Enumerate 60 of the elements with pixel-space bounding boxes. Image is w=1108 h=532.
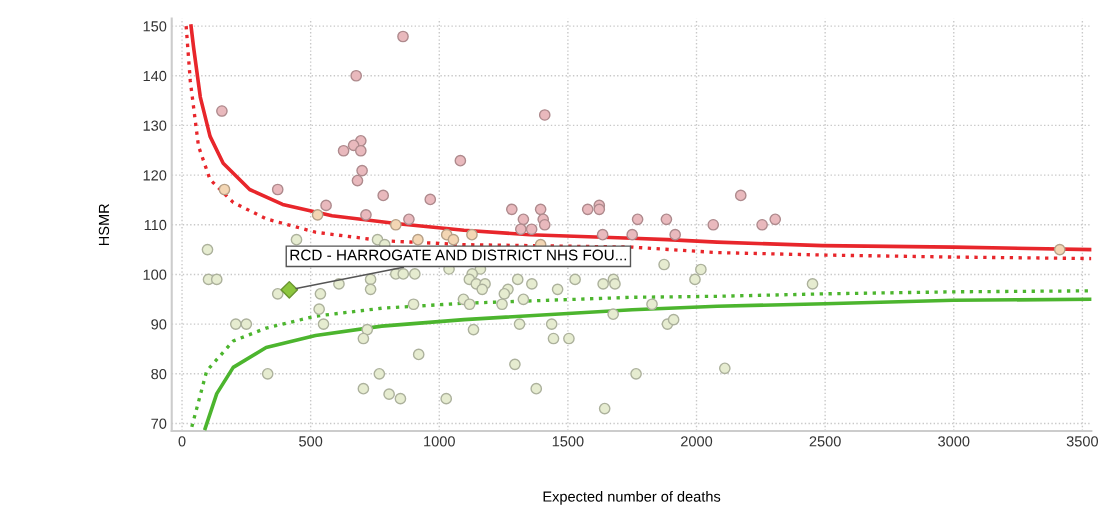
point — [669, 228, 682, 241]
point — [596, 228, 609, 241]
point — [389, 218, 402, 231]
y-tick-label: 120 — [143, 170, 167, 181]
point — [631, 213, 644, 226]
point — [1053, 243, 1066, 256]
point — [397, 30, 409, 43]
x-tick-label: 2000 — [681, 436, 713, 447]
x-tick-label: 500 — [299, 436, 323, 447]
x-tick-label: 1500 — [552, 436, 584, 447]
x-tick-label: 1000 — [424, 436, 455, 447]
x-tick-label: 0 — [178, 436, 186, 447]
y-tick-label: 80 — [151, 368, 167, 380]
point — [517, 213, 530, 226]
point — [412, 233, 424, 246]
x-tick-label: 3000 — [938, 436, 970, 447]
point — [403, 213, 415, 226]
point — [216, 105, 228, 117]
y-tick-label: 150 — [143, 21, 167, 32]
y-tick-label: 70 — [151, 418, 167, 429]
point — [360, 208, 372, 221]
y-tick-label: 130 — [143, 120, 167, 131]
point — [218, 183, 231, 196]
point — [734, 189, 747, 202]
point — [626, 228, 639, 241]
x-tick-label: 2500 — [809, 436, 841, 447]
point — [271, 183, 284, 196]
point — [447, 233, 460, 246]
point — [337, 144, 350, 157]
point — [351, 174, 364, 187]
point — [311, 208, 324, 221]
point — [593, 203, 606, 216]
point — [769, 213, 782, 226]
point — [514, 223, 527, 236]
point — [581, 203, 594, 216]
y-tick-label: 140 — [143, 70, 167, 82]
y-tick-label: 100 — [143, 269, 167, 280]
y-tick-label: 110 — [144, 219, 167, 231]
y-tick-label: 90 — [151, 319, 167, 330]
y-axis-title: HSMR — [98, 203, 110, 246]
point — [280, 280, 299, 299]
x-axis-title: Expected number of deaths — [543, 491, 721, 505]
annotation: RCD - HARROGATE AND DISTRICT NHS FOU... — [290, 249, 627, 261]
point — [454, 154, 467, 167]
point — [350, 69, 363, 82]
point — [538, 218, 551, 231]
point — [354, 144, 367, 157]
point — [534, 203, 547, 216]
point — [377, 189, 390, 202]
point — [466, 228, 478, 241]
point — [756, 218, 768, 231]
x-tick-label: 3500 — [1066, 436, 1099, 447]
point — [320, 199, 332, 212]
point — [538, 109, 551, 121]
point — [660, 213, 673, 226]
point — [505, 203, 518, 216]
point — [356, 164, 368, 177]
point — [707, 218, 720, 231]
point — [525, 223, 538, 236]
point — [424, 193, 437, 206]
